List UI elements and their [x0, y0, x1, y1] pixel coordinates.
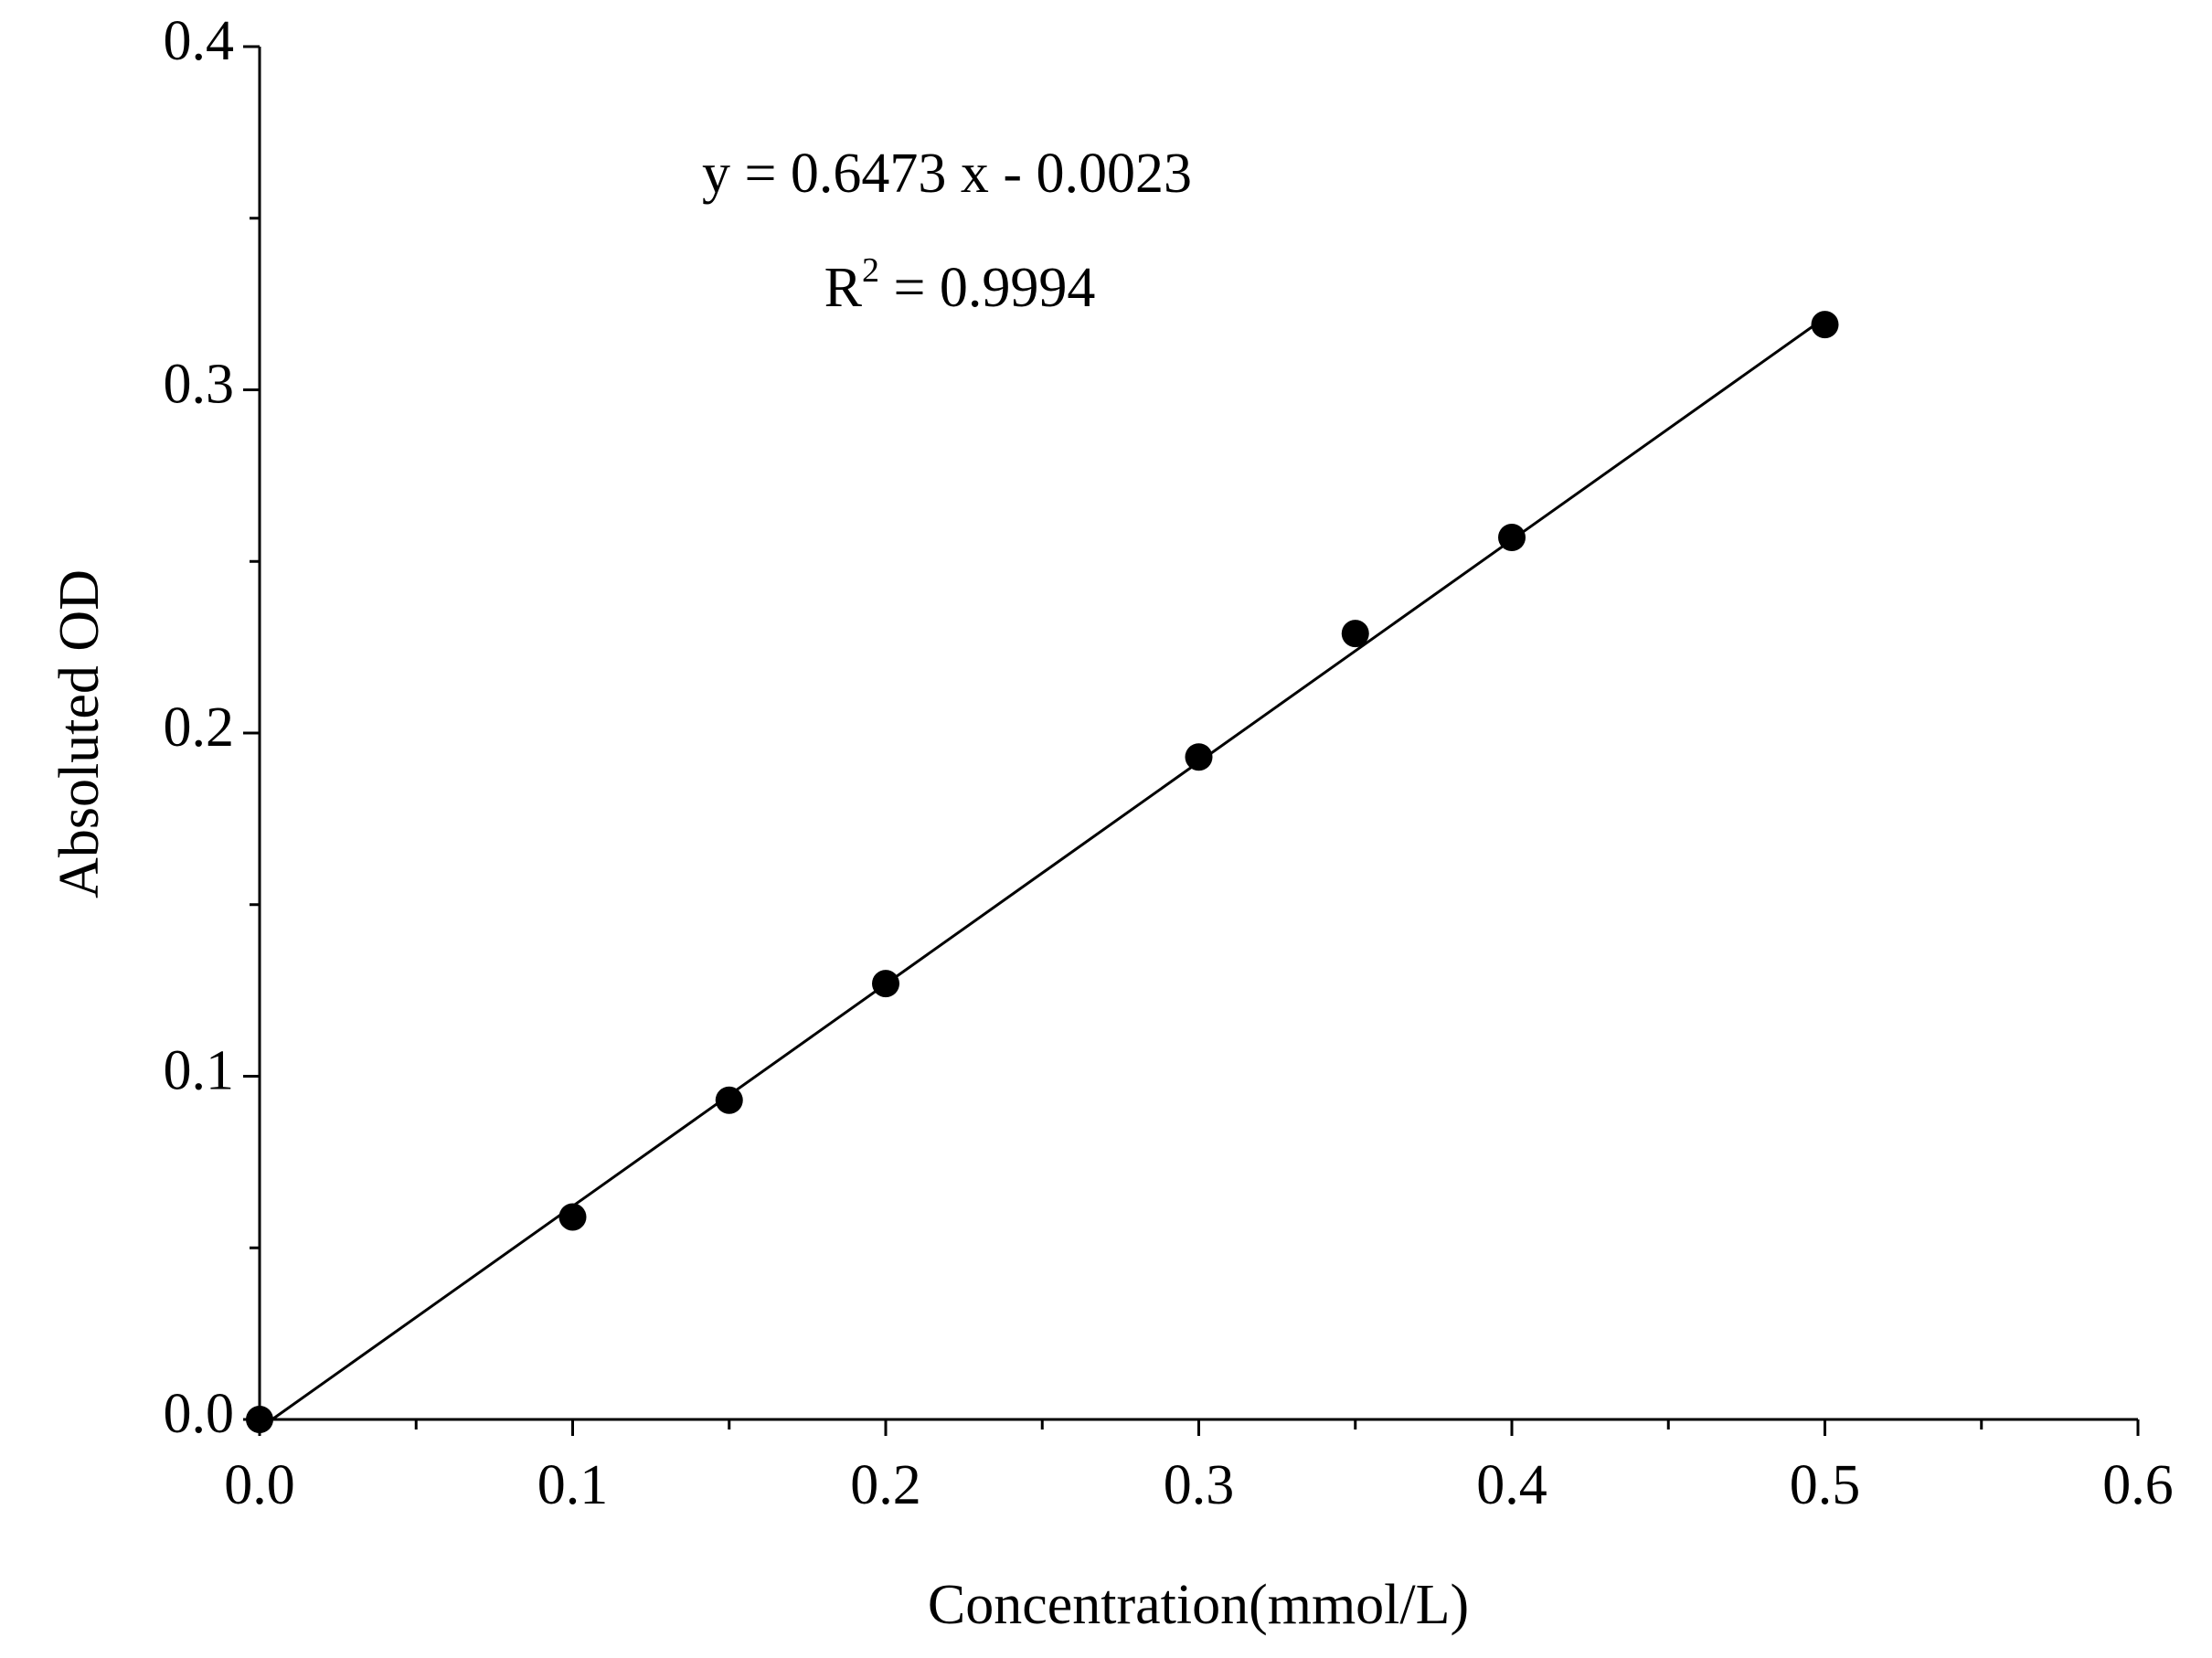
data-point [246, 1406, 273, 1433]
y-tick-label: 0.1 [164, 1040, 235, 1102]
r-squared-text: = 0.9994 [879, 257, 1095, 319]
data-point [872, 970, 899, 998]
fit-line [271, 316, 1826, 1421]
y-tick-label: 0.3 [164, 354, 235, 416]
data-point [558, 1203, 587, 1231]
data-point [1811, 311, 1839, 339]
x-tick-label: 0.6 [2102, 1454, 2174, 1516]
equation: y = 0.6473 x - 0.0023 [702, 143, 1192, 205]
r-squared-sup: 2 [862, 251, 879, 290]
data-point [1185, 743, 1213, 771]
x-tick-label: 0.0 [224, 1454, 295, 1516]
x-tick-label: 0.4 [1476, 1454, 1547, 1516]
x-tick-label: 0.2 [850, 1454, 921, 1516]
r-squared-base: R [824, 257, 863, 319]
x-tick-label: 0.5 [1790, 1454, 1861, 1516]
y-axis-label: Absoluted OD [48, 569, 111, 898]
x-tick-label: 0.1 [537, 1454, 609, 1516]
data-point [1341, 620, 1369, 648]
y-tick-label: 0.4 [164, 10, 235, 72]
x-axis-label: Concentration(mmol/L) [928, 1574, 1469, 1636]
y-tick-label: 0.0 [164, 1383, 235, 1445]
x-tick-label: 0.3 [1164, 1454, 1235, 1516]
r-squared: R2 = 0.9994 [824, 251, 1096, 320]
data-point [1498, 523, 1526, 551]
y-tick-label: 0.2 [164, 696, 235, 759]
data-point [715, 1086, 743, 1114]
